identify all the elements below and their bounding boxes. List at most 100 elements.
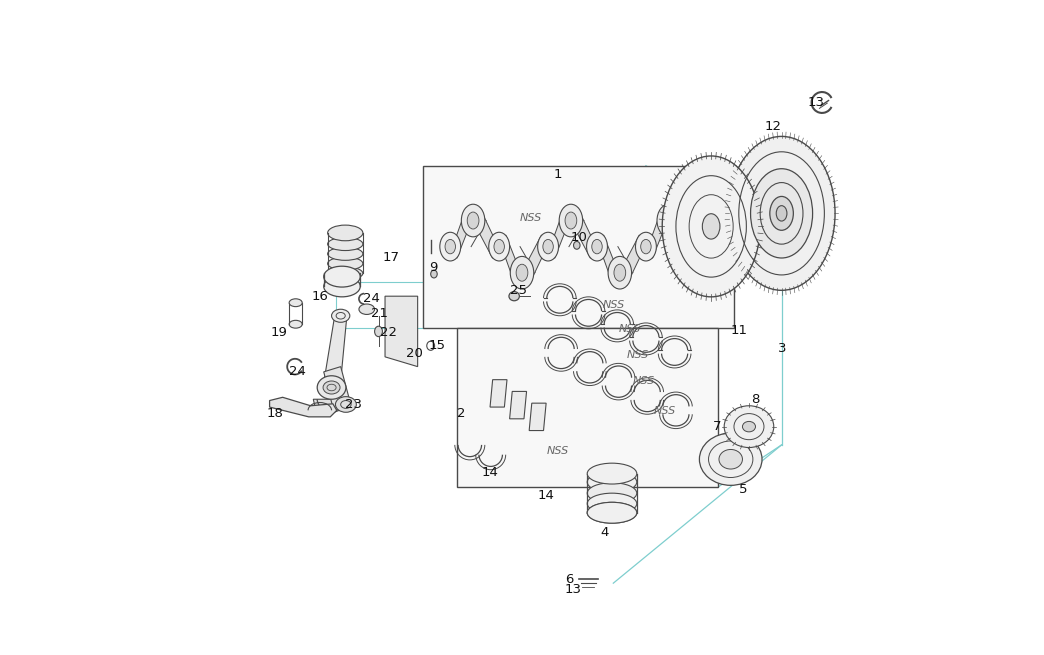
Ellipse shape	[332, 309, 350, 322]
Ellipse shape	[489, 233, 509, 261]
Ellipse shape	[375, 326, 382, 337]
Text: 15: 15	[428, 339, 445, 352]
Ellipse shape	[685, 233, 706, 261]
Ellipse shape	[324, 266, 360, 287]
Ellipse shape	[431, 270, 437, 278]
Ellipse shape	[592, 240, 602, 253]
Text: NSS: NSS	[602, 300, 625, 310]
Text: NSS: NSS	[618, 324, 641, 334]
Ellipse shape	[587, 483, 637, 504]
Polygon shape	[457, 328, 717, 487]
Text: NSS: NSS	[626, 350, 648, 360]
Polygon shape	[675, 208, 688, 258]
Ellipse shape	[641, 240, 651, 253]
Text: 14: 14	[538, 489, 554, 502]
Ellipse shape	[777, 206, 787, 221]
Ellipse shape	[587, 472, 637, 493]
Polygon shape	[529, 403, 546, 430]
Polygon shape	[313, 400, 350, 410]
Ellipse shape	[560, 204, 583, 237]
Polygon shape	[509, 392, 526, 419]
Ellipse shape	[636, 233, 657, 261]
Text: 21: 21	[371, 307, 387, 320]
Text: NSS: NSS	[633, 376, 656, 386]
Ellipse shape	[289, 299, 302, 307]
Ellipse shape	[328, 257, 363, 270]
Ellipse shape	[725, 405, 774, 447]
Ellipse shape	[440, 233, 460, 261]
Text: NSS: NSS	[547, 447, 569, 457]
Ellipse shape	[663, 212, 674, 229]
Text: NSS: NSS	[654, 406, 677, 416]
Text: 13: 13	[808, 96, 825, 109]
Polygon shape	[324, 367, 351, 412]
Ellipse shape	[335, 397, 356, 412]
Text: 10: 10	[570, 231, 587, 244]
Text: 19: 19	[270, 326, 288, 339]
Polygon shape	[457, 208, 467, 258]
Polygon shape	[423, 166, 734, 328]
Ellipse shape	[699, 433, 762, 485]
Text: 11: 11	[731, 324, 748, 337]
Polygon shape	[385, 296, 418, 367]
Polygon shape	[652, 208, 662, 258]
Text: 16: 16	[312, 290, 329, 303]
Ellipse shape	[511, 256, 533, 289]
Ellipse shape	[608, 256, 632, 289]
Polygon shape	[490, 380, 507, 407]
Ellipse shape	[543, 240, 553, 253]
Ellipse shape	[328, 248, 363, 260]
Ellipse shape	[690, 240, 701, 253]
Ellipse shape	[662, 156, 760, 297]
Ellipse shape	[445, 240, 455, 253]
Text: 24: 24	[363, 291, 380, 305]
Ellipse shape	[703, 214, 720, 239]
Text: NSS: NSS	[520, 213, 542, 223]
Text: 22: 22	[380, 326, 398, 339]
Ellipse shape	[468, 212, 479, 229]
Text: 17: 17	[382, 251, 400, 263]
Text: 23: 23	[345, 398, 361, 411]
Polygon shape	[479, 208, 493, 258]
Ellipse shape	[461, 204, 484, 237]
Ellipse shape	[538, 233, 559, 261]
Text: 12: 12	[764, 120, 782, 133]
Polygon shape	[603, 235, 613, 286]
Text: 25: 25	[511, 284, 527, 297]
Ellipse shape	[289, 320, 302, 328]
Polygon shape	[626, 235, 639, 286]
Text: 24: 24	[289, 365, 306, 379]
Polygon shape	[577, 208, 591, 258]
Ellipse shape	[614, 264, 625, 281]
Text: 9: 9	[429, 261, 437, 274]
Text: 14: 14	[481, 466, 498, 479]
Text: 1: 1	[553, 168, 562, 181]
Text: 13: 13	[565, 583, 583, 596]
Text: 3: 3	[778, 342, 786, 355]
Ellipse shape	[494, 240, 504, 253]
Ellipse shape	[750, 413, 766, 430]
Ellipse shape	[657, 204, 681, 237]
Polygon shape	[528, 235, 542, 286]
Ellipse shape	[324, 276, 360, 297]
Ellipse shape	[516, 264, 528, 281]
Polygon shape	[269, 398, 337, 417]
Ellipse shape	[328, 238, 363, 251]
Ellipse shape	[328, 225, 363, 241]
Ellipse shape	[587, 493, 637, 514]
Ellipse shape	[587, 502, 637, 523]
Text: 6: 6	[565, 573, 573, 586]
Ellipse shape	[573, 242, 580, 250]
Polygon shape	[323, 312, 348, 391]
Ellipse shape	[587, 463, 637, 484]
Text: 18: 18	[266, 407, 283, 420]
Text: 8: 8	[751, 393, 759, 405]
Ellipse shape	[587, 233, 608, 261]
Ellipse shape	[328, 267, 363, 280]
Text: 2: 2	[457, 407, 466, 420]
Ellipse shape	[769, 196, 793, 231]
Ellipse shape	[719, 449, 742, 469]
Ellipse shape	[565, 212, 576, 229]
Ellipse shape	[751, 169, 812, 258]
Ellipse shape	[587, 502, 637, 523]
